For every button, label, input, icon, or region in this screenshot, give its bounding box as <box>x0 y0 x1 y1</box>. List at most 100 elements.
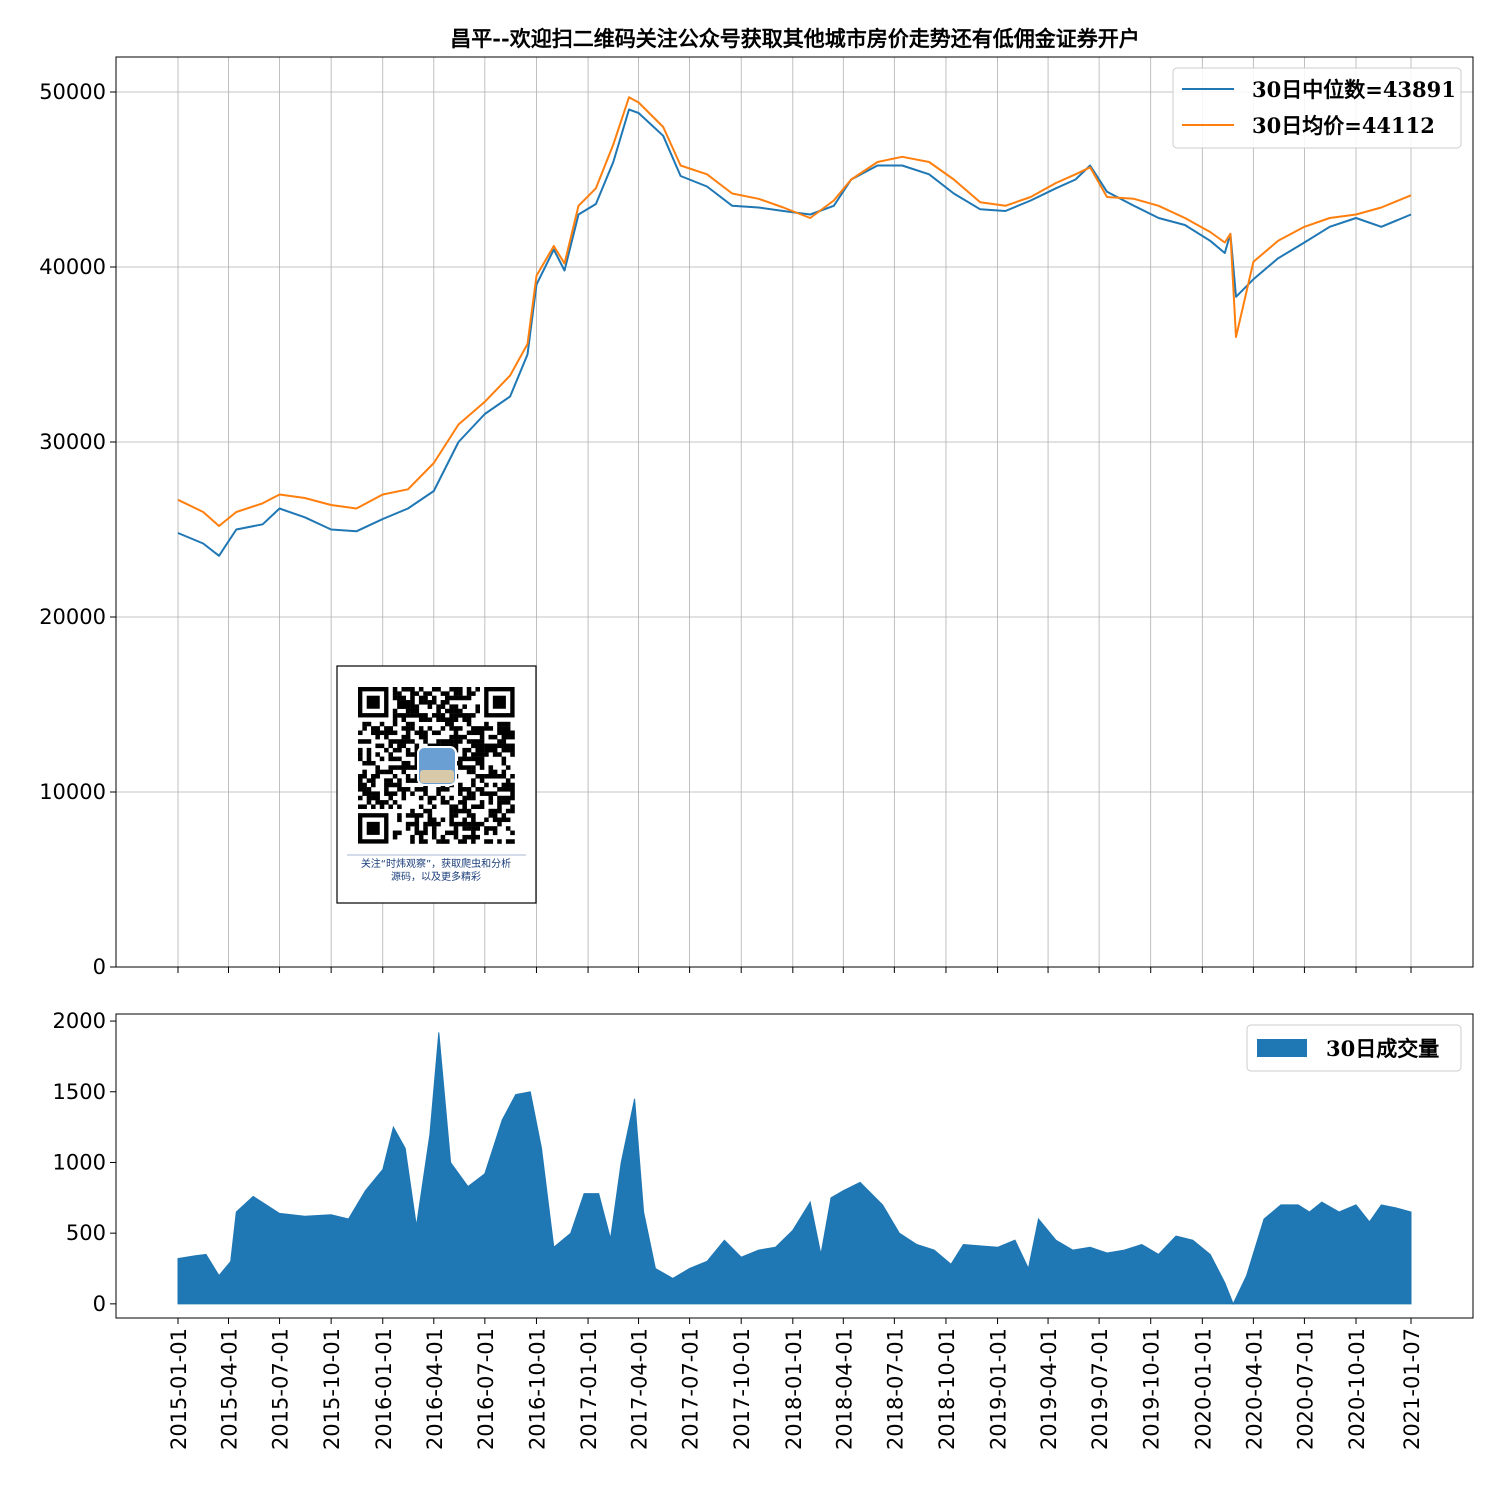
qr-module <box>475 834 480 840</box>
qr-module <box>379 756 385 762</box>
qr-module <box>488 795 494 801</box>
qr-module <box>479 726 485 731</box>
qr-module <box>379 721 385 727</box>
qr-module <box>423 791 428 796</box>
x-tick-label: 2015-04-01 <box>217 1328 241 1450</box>
qr-module <box>449 743 454 749</box>
qr-module <box>423 691 428 696</box>
qr-module <box>445 691 450 696</box>
qr-module <box>362 774 367 779</box>
qr-module <box>418 813 424 818</box>
qr-module <box>449 687 454 692</box>
qr-module <box>505 808 511 814</box>
qr-module <box>371 778 376 783</box>
qr-module <box>497 839 502 844</box>
qr-module <box>510 782 515 788</box>
qr-module <box>414 752 420 757</box>
qr-module <box>510 791 515 796</box>
qr-module <box>479 804 485 809</box>
qr-module <box>497 821 502 827</box>
qr-module <box>384 769 389 775</box>
qr-module <box>436 739 441 744</box>
qr-module <box>466 695 472 701</box>
qr-module <box>410 739 415 744</box>
qr-module <box>466 808 472 814</box>
qr-module <box>388 739 393 744</box>
qr-module <box>358 795 363 801</box>
qr-module <box>466 813 472 818</box>
qr-module <box>431 834 437 840</box>
qr-module <box>462 808 467 814</box>
qr-module <box>375 726 380 731</box>
x-tick-label: 2018-07-01 <box>883 1328 907 1450</box>
qr-module <box>401 695 407 701</box>
qr-module <box>462 717 467 722</box>
qr-module <box>488 839 494 844</box>
qr-module <box>449 704 454 709</box>
qr-module <box>375 769 380 775</box>
qr-module <box>497 721 502 727</box>
qr-module <box>362 769 367 775</box>
qr-module <box>462 795 467 801</box>
qr-module <box>492 826 498 831</box>
qr-module <box>410 704 415 709</box>
qr-module <box>501 734 507 740</box>
qr-module <box>492 743 498 749</box>
qr-module <box>397 813 402 818</box>
qr-module <box>410 821 415 827</box>
qr-module <box>371 730 376 736</box>
qr-module <box>414 756 420 762</box>
qr-module <box>418 830 424 836</box>
x-tick-label: 2020-01-01 <box>1191 1328 1215 1450</box>
qr-module <box>466 730 472 736</box>
qr-module <box>410 687 415 692</box>
qr-module <box>458 791 463 796</box>
qr-module <box>405 739 411 744</box>
qr-module <box>418 695 424 701</box>
qr-module <box>401 787 407 792</box>
qr-module <box>492 791 498 796</box>
qr-module <box>505 726 511 731</box>
qr-module <box>414 730 420 736</box>
qr-module <box>484 726 489 731</box>
qr-module <box>475 752 480 757</box>
qr-module <box>384 734 389 740</box>
qr-module <box>475 821 480 827</box>
qr-module <box>418 787 424 792</box>
qr-module <box>418 804 424 809</box>
qr-module <box>462 804 467 809</box>
qr-module <box>405 774 411 779</box>
qr-module <box>423 730 428 736</box>
qr-module <box>505 765 511 770</box>
qr-module <box>431 730 437 736</box>
qr-module <box>462 817 467 823</box>
qr-module <box>475 774 480 779</box>
qr-module <box>475 704 480 709</box>
qr-module <box>414 704 420 709</box>
qr-module <box>414 774 420 779</box>
price-y-tick-label: 30000 <box>39 430 106 454</box>
qr-module <box>362 791 367 796</box>
qr-module <box>466 834 472 840</box>
qr-module <box>471 730 476 736</box>
qr-module <box>405 787 411 792</box>
qr-module <box>453 834 459 840</box>
qr-module <box>384 730 389 736</box>
qr-module <box>492 808 498 814</box>
qr-module <box>375 734 380 740</box>
qr-module <box>392 721 398 727</box>
qr-module <box>505 730 511 736</box>
qr-module <box>462 765 467 770</box>
legend-median-label: 30日中位数=43891 <box>1252 77 1456 102</box>
qr-module <box>497 800 502 805</box>
qr-module <box>397 830 402 836</box>
qr-module <box>414 691 420 696</box>
qr-module <box>362 726 367 731</box>
qr-module <box>497 739 502 744</box>
qr-module <box>423 713 428 718</box>
price-series-layer <box>177 96 1412 557</box>
qr-module <box>362 782 367 788</box>
qr-module <box>479 752 485 757</box>
qr-module <box>501 760 507 766</box>
